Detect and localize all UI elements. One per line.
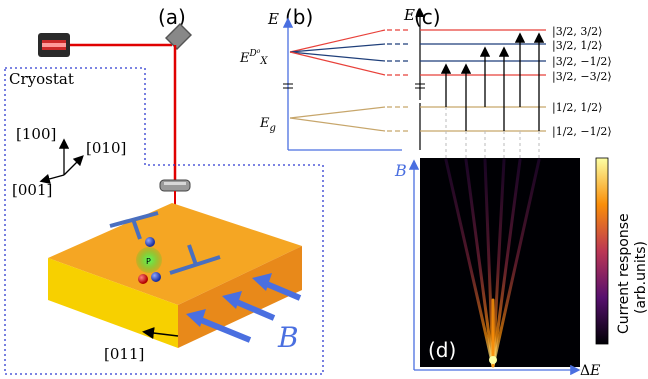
mirror-icon — [165, 23, 192, 50]
donor-label: P — [146, 257, 151, 266]
colorbar-label: Current response — [616, 213, 632, 334]
lower-level-fan — [289, 106, 410, 132]
energy-d0x-label: ED⁰X — [239, 49, 268, 67]
upper-level-fan — [289, 29, 410, 76]
gate-electrode-left — [109, 211, 159, 240]
level-label: |3/2, 3/2⟩ — [552, 25, 602, 39]
level-label: |3/2, −3/2⟩ — [552, 70, 612, 84]
axis-label-100: [100] — [16, 125, 56, 143]
level-label: |3/2, 1/2⟩ — [552, 39, 602, 53]
map-fan-lines — [444, 158, 541, 368]
panel-b: (b) E ED⁰X Eg — [239, 5, 410, 151]
level-label: |3/2, −1/2⟩ — [552, 55, 612, 69]
electron-icon — [151, 272, 161, 282]
axis-label-001: [001] — [12, 181, 52, 199]
panel-d: (d) B ΔE Current response (arb.units) — [394, 157, 648, 379]
energy-gap-label: Eg — [259, 116, 276, 134]
level-label: |1/2, 1/2⟩ — [552, 101, 602, 115]
energy-label-b: E — [267, 10, 279, 28]
projection-lines — [445, 107, 540, 158]
colorbar — [595, 157, 609, 345]
axis-arrow-011 — [142, 327, 179, 340]
energy-label-c: E — [403, 6, 415, 24]
cryostat-label: Cryostat — [9, 70, 74, 88]
cryostat-boundary — [4, 67, 324, 375]
crystal-axes-triad — [39, 138, 84, 184]
axis-label-011: [011] — [104, 345, 144, 363]
field-label-b: B — [277, 321, 299, 354]
crystal-top-face — [48, 203, 302, 305]
map-y-label: B — [394, 161, 407, 180]
gate-electrode-right — [169, 244, 221, 275]
colorbar-unit: (arb.units) — [633, 241, 648, 314]
hole-icon — [138, 274, 148, 284]
axis-label-010: [010] — [86, 139, 126, 157]
panel-label-b: (b) — [285, 5, 313, 29]
electron-icon — [145, 237, 155, 247]
panel-label-d: (d) — [428, 338, 456, 362]
map-x-label: ΔE — [580, 363, 600, 379]
panel-label-c: (c) — [414, 5, 441, 29]
laser-source-icon — [38, 33, 70, 57]
donor-glow — [136, 247, 162, 273]
lens-icon — [159, 179, 191, 192]
level-label: |1/2, −1/2⟩ — [552, 125, 612, 139]
crystal-front-face — [48, 258, 178, 348]
magnetic-field-arrows — [186, 273, 302, 343]
transition-arrows — [440, 32, 545, 131]
panel-c: (c) E |3/2, 3/ — [403, 5, 612, 158]
panel-a: (a) Cryostat [100] [ — [4, 5, 324, 375]
